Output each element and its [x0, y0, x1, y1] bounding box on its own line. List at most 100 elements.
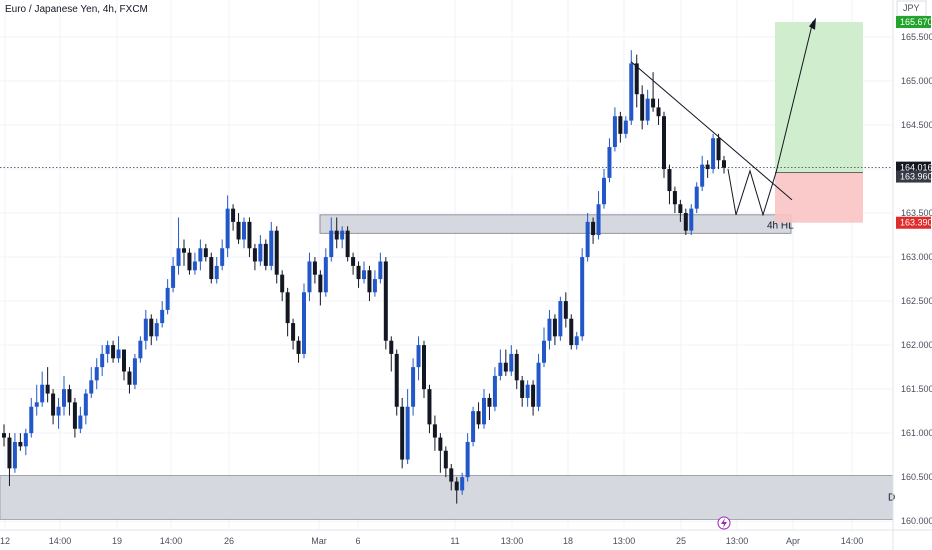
candle	[51, 389, 56, 425]
candle-body	[111, 345, 116, 359]
candle	[367, 265, 372, 302]
time-tick-label: 14:00	[160, 536, 183, 546]
price-tick-label: 160.000	[901, 516, 932, 526]
candle-body	[334, 230, 339, 240]
candle	[405, 389, 410, 464]
candle	[525, 380, 530, 407]
price-axis[interactable]: 165.500165.000164.500164.000163.500163.0…	[892, 0, 932, 550]
candle	[236, 213, 241, 244]
candle-body	[509, 353, 514, 372]
candle	[280, 270, 285, 302]
candle-body	[618, 116, 623, 134]
candle-body	[400, 406, 405, 460]
candle-body	[383, 261, 388, 341]
candle	[165, 279, 170, 315]
candle	[2, 424, 6, 447]
candle-body	[492, 375, 497, 407]
candle	[214, 257, 219, 284]
candle	[394, 349, 399, 416]
candle-body	[116, 349, 121, 359]
candle-body	[476, 411, 481, 425]
stop-price-tag-bg	[896, 216, 931, 229]
candle-body	[683, 213, 688, 231]
candle	[83, 389, 88, 425]
candle-body	[711, 138, 716, 170]
candle	[634, 54, 639, 108]
candle-body	[563, 301, 568, 319]
price-tick-label: 161.500	[901, 384, 932, 394]
candle	[716, 133, 721, 170]
candle	[667, 164, 672, 205]
candle	[487, 393, 492, 420]
candle	[389, 336, 394, 372]
candle-body	[263, 243, 268, 266]
candle-body	[427, 389, 432, 425]
time-tick-label: Mar	[311, 536, 327, 546]
candle-body	[629, 63, 634, 121]
candle	[149, 314, 154, 346]
candle-body	[574, 336, 579, 346]
candle-body	[351, 257, 356, 266]
candle	[471, 406, 476, 447]
candle	[711, 133, 716, 174]
candle-body	[449, 468, 454, 482]
candle	[247, 217, 252, 258]
candle	[651, 72, 656, 112]
candle-body	[602, 177, 606, 205]
drawings	[630, 17, 816, 217]
candle-body	[296, 340, 301, 354]
current-price-tag-text: 164.016	[900, 163, 932, 173]
candle-body	[705, 164, 710, 170]
candle	[400, 397, 405, 469]
candles	[2, 50, 726, 504]
candle	[580, 248, 585, 341]
candle	[585, 213, 590, 262]
candle-body	[138, 340, 143, 359]
time-axis[interactable]: 12 14:00 19 14:00 26 Mar 6 11 13:00 18 13:00 25 13:0…	[0, 516, 932, 546]
candle	[307, 252, 312, 302]
candle-body	[694, 186, 699, 209]
candle	[203, 243, 208, 262]
candle	[678, 199, 683, 222]
candle	[672, 186, 677, 214]
candle	[612, 107, 617, 152]
candle-body	[482, 397, 486, 425]
candle	[356, 261, 361, 288]
candle-body	[100, 353, 105, 368]
entry-price-tag: 163.960	[896, 170, 932, 183]
candle-body	[362, 270, 366, 280]
currency-box[interactable]	[896, 0, 927, 17]
candle	[23, 428, 28, 456]
projection-path	[727, 21, 814, 217]
candle-body	[542, 340, 546, 363]
candle	[220, 239, 225, 271]
candle-body	[607, 147, 612, 178]
candle	[623, 116, 628, 139]
candle-body	[171, 265, 176, 288]
price-tick-label: 164.500	[901, 120, 932, 130]
candle-body	[94, 367, 99, 381]
candle	[662, 111, 666, 178]
candle	[198, 239, 203, 271]
candle-body	[498, 362, 503, 376]
candle-body	[160, 309, 165, 324]
candle	[596, 191, 601, 240]
candle	[383, 257, 388, 350]
candle	[252, 243, 257, 271]
candle	[29, 397, 34, 438]
candle-body	[656, 107, 661, 117]
hl-zone	[319, 214, 792, 234]
candle-body	[640, 94, 645, 121]
candle	[558, 296, 563, 341]
candle-body	[356, 265, 361, 280]
candle	[100, 345, 105, 376]
time-tick-label: 13:00	[613, 536, 636, 546]
candle	[722, 155, 726, 174]
candle	[629, 50, 634, 126]
time-tick-label: 25	[676, 536, 686, 546]
candle-body	[122, 349, 126, 372]
entry-price-tag-text: 163.960	[900, 172, 932, 182]
lightning-icon[interactable]	[717, 516, 731, 530]
